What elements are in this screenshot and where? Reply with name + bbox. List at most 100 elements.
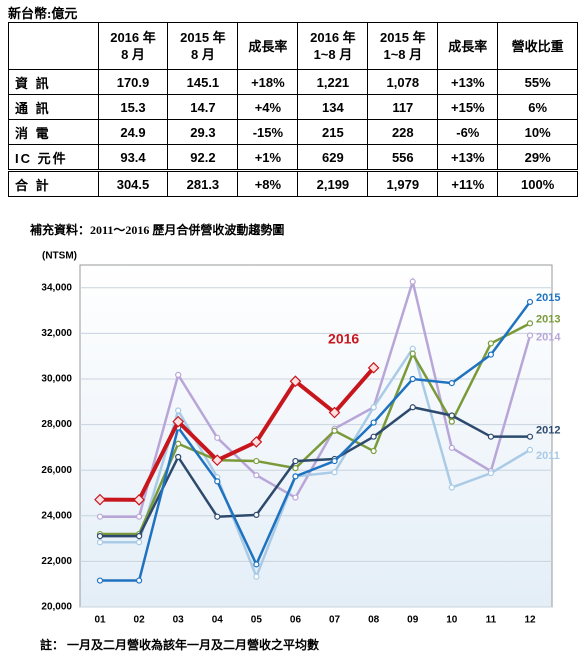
point <box>328 406 341 419</box>
point <box>292 494 299 501</box>
y-tick-label: 24,000 <box>41 510 72 521</box>
cell: 145.1 <box>167 69 239 95</box>
row-label: 資 訊 <box>8 69 99 95</box>
header-text: 1~8 月 <box>313 47 353 62</box>
header-text: 1~8 月 <box>383 47 423 62</box>
series-label: 2016 <box>328 331 359 347</box>
table-row: 通 訊 15.3 14.7 +4% 134 117 +15% 6% <box>8 94 578 120</box>
point <box>331 427 338 434</box>
point <box>448 444 455 451</box>
header-text: 成長率 <box>448 38 488 54</box>
y-tick-label: 28,000 <box>41 419 72 430</box>
series-line <box>100 322 531 536</box>
point <box>367 361 380 374</box>
point <box>370 433 377 440</box>
revenue-table: 2016 年 8 月 2015 年 8 月 成長率 2016 年 1~8 月 2015 年 1~… <box>8 22 578 197</box>
point <box>526 433 534 440</box>
point <box>526 332 534 339</box>
cell: +11% <box>437 169 499 197</box>
cell: 15.3 <box>97 94 169 120</box>
cell: 92.2 <box>167 144 239 171</box>
cell: 29% <box>497 144 578 171</box>
cell: 1,979 <box>367 169 439 197</box>
point <box>409 345 416 352</box>
point <box>487 351 495 358</box>
cell: +8% <box>237 169 299 197</box>
header-cell: 2015 年 1~8 月 <box>367 22 439 70</box>
header-text: 8 月 <box>190 47 215 62</box>
row-label: 合 計 <box>8 169 99 197</box>
table-row: IC 元件 93.4 92.2 +1% 629 556 +13% 29% <box>8 144 578 171</box>
cell: 1,221 <box>297 69 369 95</box>
series-label: 2014 <box>536 331 561 343</box>
point <box>289 375 302 388</box>
series-line <box>100 301 532 582</box>
cell: -6% <box>437 119 499 145</box>
point <box>409 404 416 411</box>
cell: 134 <box>297 94 369 120</box>
cell: +18% <box>237 69 299 95</box>
point <box>292 473 299 480</box>
y-tick-label: 34,000 <box>41 282 72 293</box>
table-row: 消 電 24.9 29.3 -15% 215 228 -6% 10% <box>8 119 578 145</box>
row-label: 通 訊 <box>8 94 99 120</box>
series-label: 2015 <box>536 292 560 304</box>
cell: 2,199 <box>297 169 369 197</box>
header-text: 8 月 <box>121 47 145 62</box>
x-tick-label: 03 <box>173 615 185 626</box>
point <box>526 298 534 306</box>
point <box>331 457 338 465</box>
point <box>409 350 416 357</box>
cell: +1% <box>237 144 299 171</box>
series-label: 2011 <box>536 450 560 462</box>
header-text: 2015 年 <box>380 30 426 45</box>
x-tick-label: 02 <box>134 615 146 626</box>
point <box>211 454 224 467</box>
point <box>409 278 416 285</box>
cell: 117 <box>367 94 439 120</box>
header-text: 營收比重 <box>511 38 564 54</box>
cell: 304.5 <box>97 169 169 197</box>
cell: 100% <box>497 169 578 197</box>
point <box>175 371 182 378</box>
point <box>175 440 182 447</box>
cell: 1,078 <box>367 69 439 95</box>
cell: 93.4 <box>97 144 169 171</box>
x-tick-label: 08 <box>368 615 380 626</box>
series-label: 2012 <box>536 425 560 437</box>
note: 註： 一月及二月營收為該年一月及二月營收之平均數 <box>40 637 319 652</box>
point <box>331 469 338 476</box>
y-tick-label: 30,000 <box>41 374 72 385</box>
point <box>526 320 534 327</box>
row-label: 消 電 <box>8 119 99 145</box>
point <box>370 447 377 455</box>
cell: -15% <box>237 119 299 145</box>
x-tick-label: 10 <box>446 615 458 626</box>
x-tick-label: 01 <box>94 615 106 626</box>
cell: 14.7 <box>167 94 239 120</box>
point <box>370 404 377 411</box>
point <box>253 511 260 518</box>
point <box>487 340 495 347</box>
cell: +13% <box>437 144 499 171</box>
plot-area <box>79 264 553 608</box>
point <box>448 380 455 387</box>
cell: 55% <box>497 69 578 95</box>
header-cell: 成長率 <box>237 22 299 70</box>
cell: 6% <box>497 94 578 120</box>
cell: +15% <box>437 94 499 120</box>
chart-title: 補充資料：2011～2016 歷月合併營收波動趨勢圖 <box>29 222 284 237</box>
point <box>487 433 495 440</box>
cell: +13% <box>437 69 499 95</box>
cell: 215 <box>297 119 369 145</box>
point <box>214 434 221 441</box>
cell: 24.9 <box>97 119 169 145</box>
table-row: 資 訊 170.9 145.1 +18% 1,221 1,078 +13% 55% <box>8 69 578 95</box>
cell: 170.9 <box>97 69 169 95</box>
header-text: 2016 年 <box>110 30 156 45</box>
point <box>96 577 104 584</box>
x-tick-label: 06 <box>290 615 302 626</box>
cell: +4% <box>237 94 299 120</box>
unit: 新台幣:億元 <box>8 6 78 21</box>
